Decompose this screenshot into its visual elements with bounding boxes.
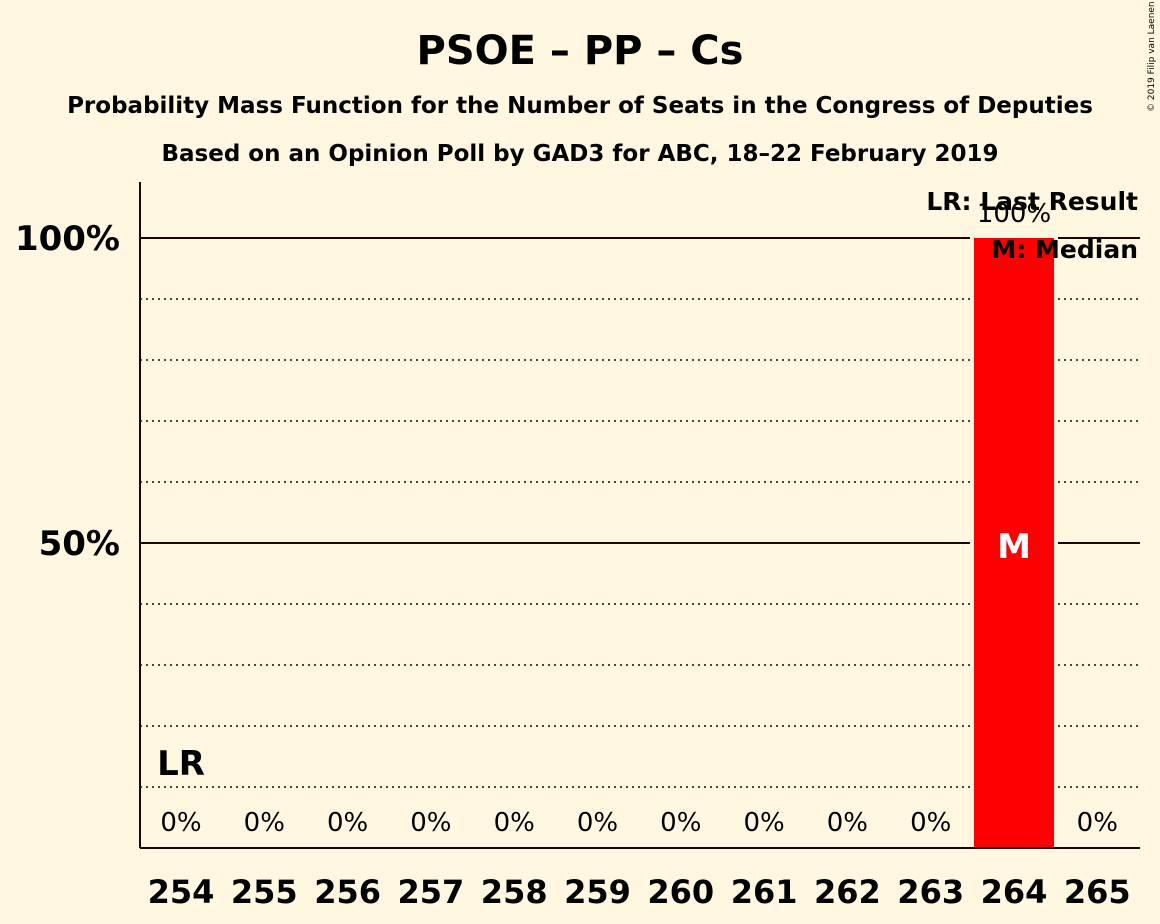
credit-text: © 2019 Filip van Laenen: [1147, 1, 1157, 112]
value-label: 0%: [827, 808, 868, 838]
x-tick-label: 261: [731, 873, 798, 911]
legend-median: M: Median: [991, 235, 1138, 264]
x-tick-label: 259: [564, 873, 631, 911]
y-tick-label: 100%: [15, 219, 120, 259]
value-label: 0%: [743, 808, 784, 838]
x-tick-label: 260: [647, 873, 714, 911]
value-label: 0%: [494, 808, 535, 838]
value-label: 0%: [910, 808, 951, 838]
chart-title: PSOE – PP – Cs: [417, 28, 744, 74]
x-tick-label: 265: [1064, 873, 1131, 911]
value-label: 0%: [244, 808, 285, 838]
x-tick-label: 254: [148, 873, 215, 911]
x-tick-label: 264: [981, 873, 1048, 911]
chart-subtitle: Probability Mass Function for the Number…: [67, 93, 1093, 119]
value-label: 0%: [327, 808, 368, 838]
value-label: 0%: [1077, 808, 1118, 838]
x-tick-label: 257: [398, 873, 465, 911]
value-label: 0%: [660, 808, 701, 838]
x-tick-label: 263: [897, 873, 964, 911]
value-label: 100%: [977, 199, 1051, 229]
y-tick-label: 50%: [39, 524, 120, 564]
bars-layer: [970, 236, 1058, 848]
last-result-marker: LR: [157, 744, 205, 784]
value-label: 0%: [160, 808, 201, 838]
value-label: 0%: [577, 808, 618, 838]
x-tick-label: 256: [314, 873, 381, 911]
x-tick-label: 255: [231, 873, 298, 911]
x-tick-label: 262: [814, 873, 881, 911]
chart-source: Based on an Opinion Poll by GAD3 for ABC…: [162, 141, 999, 167]
bar: [974, 238, 1054, 848]
labels-layer: 50% 100% 254 0% 255 0% 256 0% 257 0% 258 0% 259 0% 260…: [15, 199, 1131, 911]
x-tick-label: 258: [481, 873, 548, 911]
legend-last-result: LR: Last Result: [926, 187, 1138, 216]
value-label: 0%: [410, 808, 451, 838]
median-marker: M: [997, 527, 1031, 567]
